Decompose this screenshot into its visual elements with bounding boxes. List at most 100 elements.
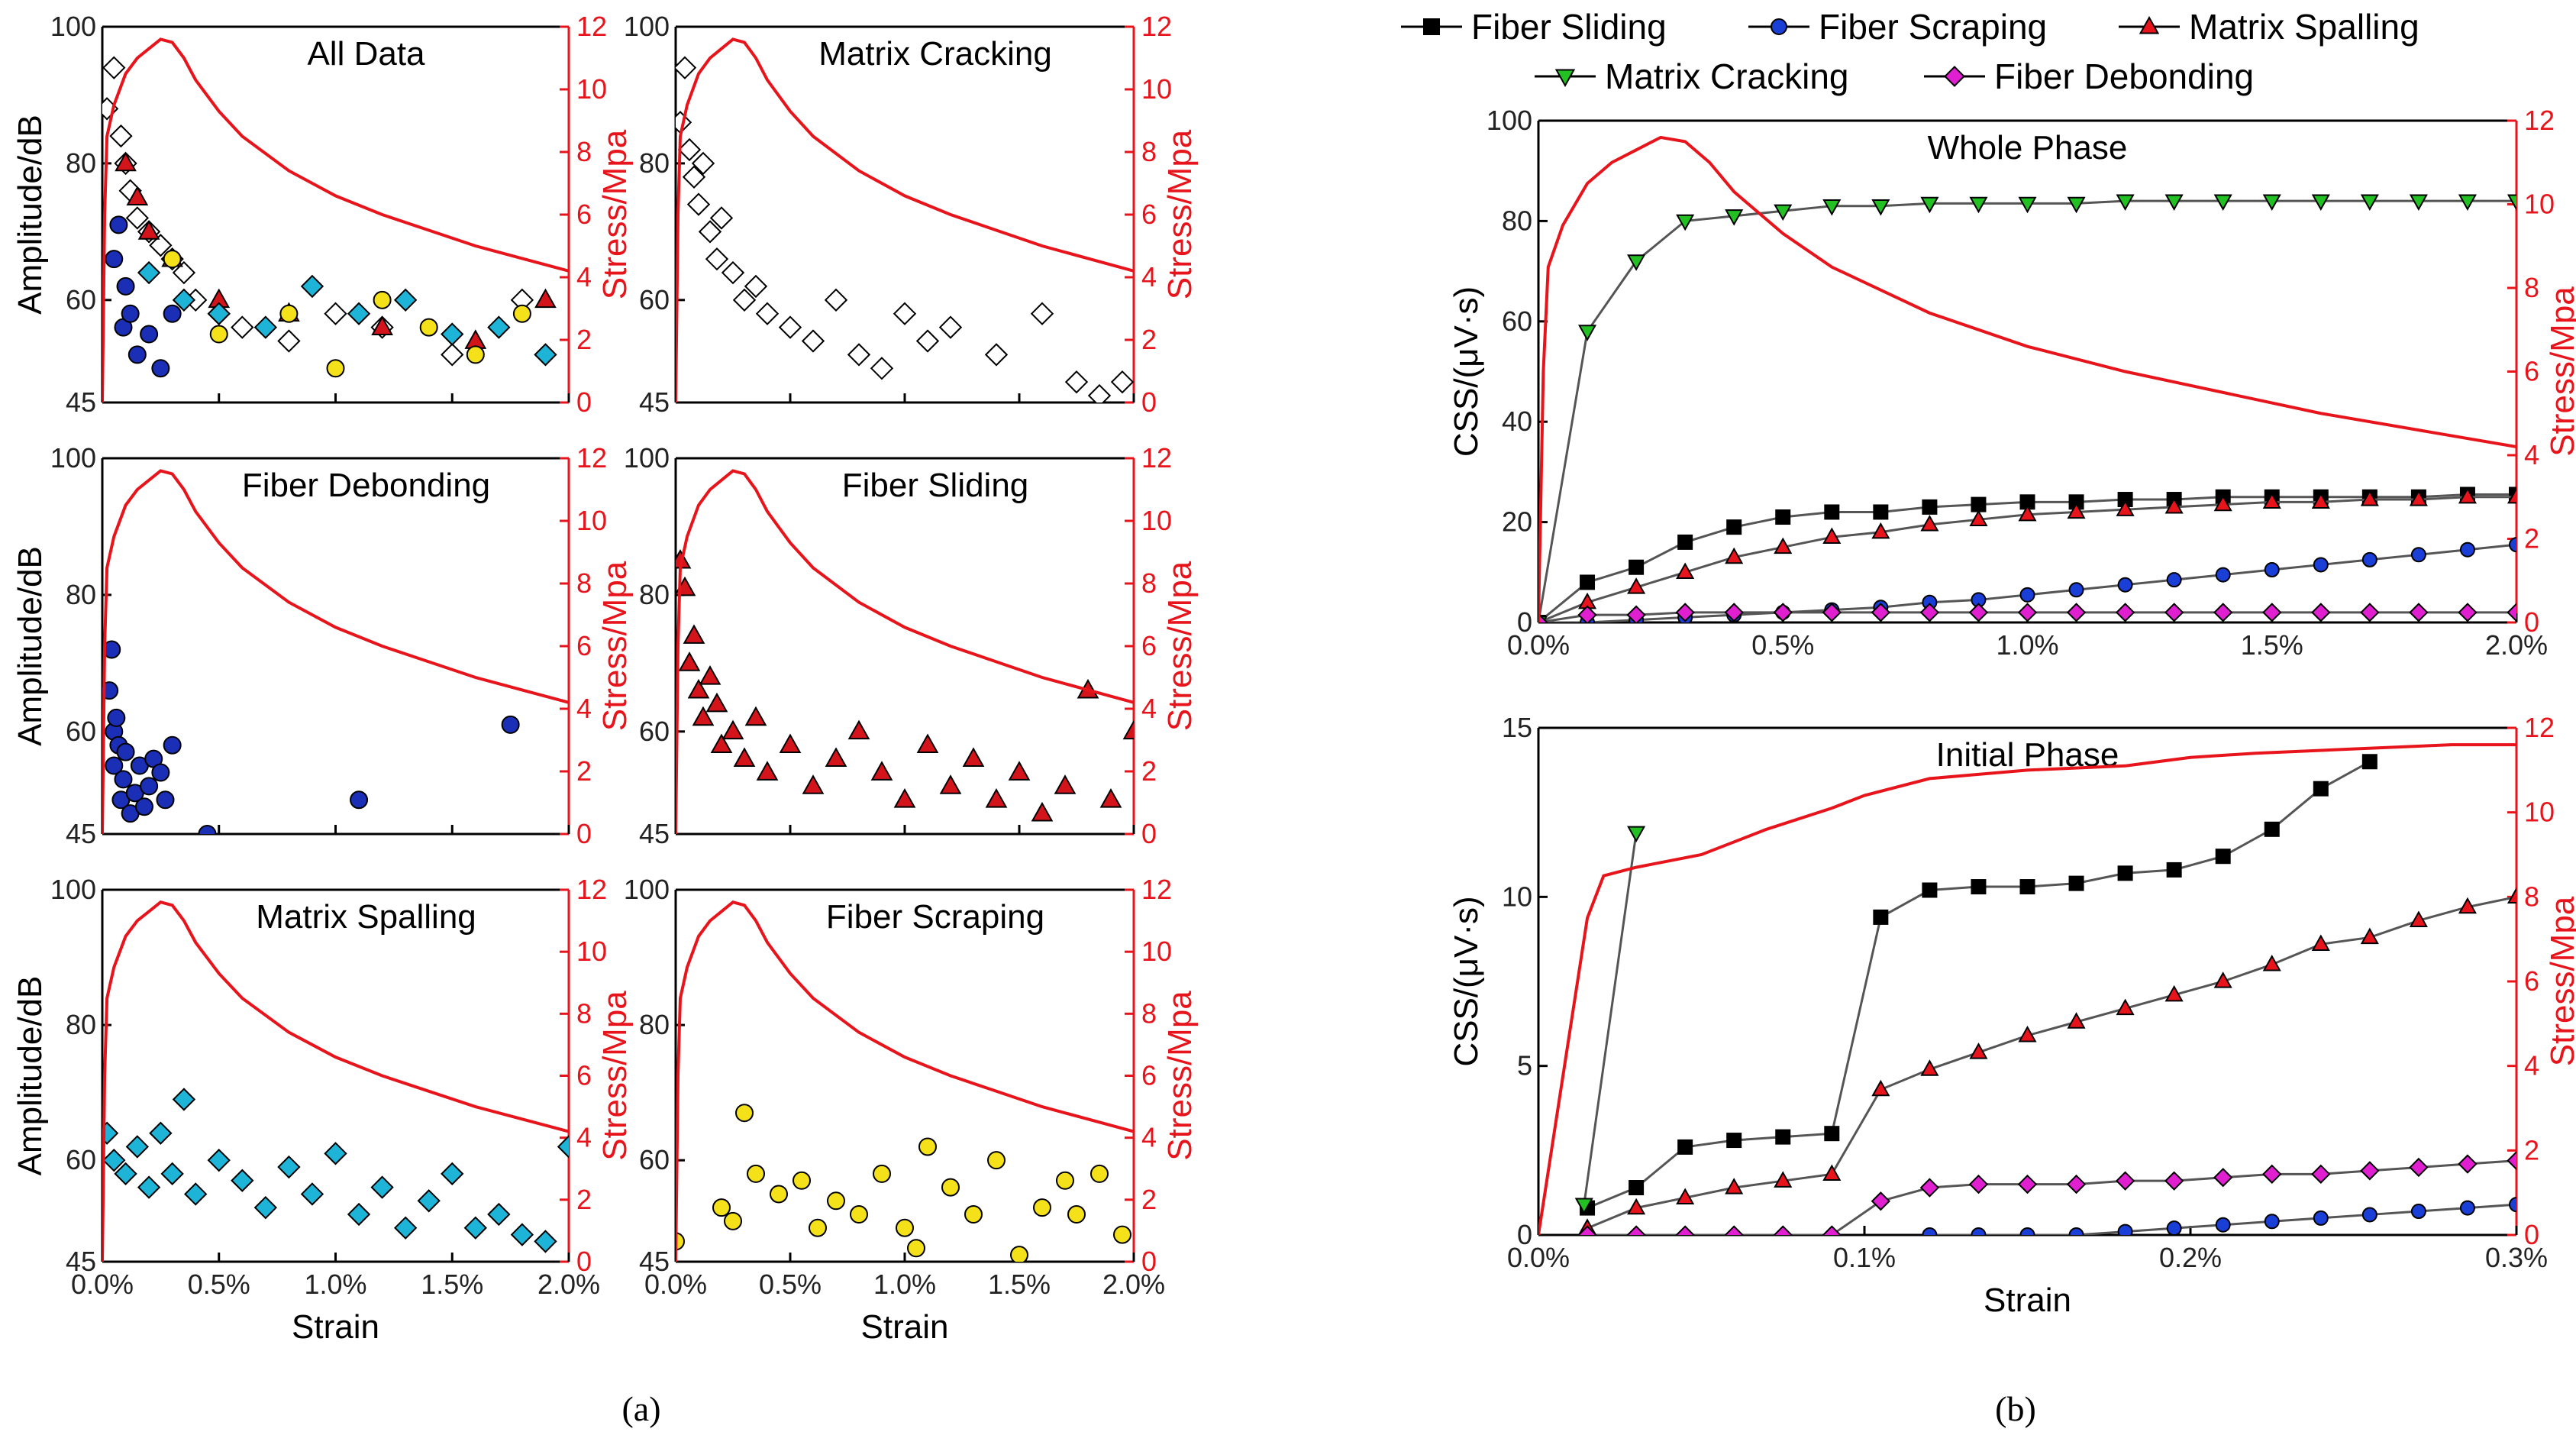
panel-title: Matrix Spalling <box>256 898 476 936</box>
data-point <box>825 747 847 767</box>
data-point <box>1087 383 1112 402</box>
legend-label: Fiber Sliding <box>1471 7 1667 47</box>
data-point <box>747 1164 765 1183</box>
data-point <box>1110 370 1134 394</box>
data-point <box>510 1223 534 1246</box>
legend-label: Fiber Scraping <box>1819 7 2047 47</box>
data-point <box>2313 1210 2329 1226</box>
y2-tick-label: 12 <box>1141 11 1172 42</box>
x-tick-label: 2.0% <box>537 1269 600 1300</box>
data-point <box>907 1239 925 1258</box>
data-point <box>1969 196 1988 214</box>
data-point <box>2458 603 2478 622</box>
data-point <box>2066 603 2087 622</box>
y2-tick-label: 6 <box>576 199 592 230</box>
data-point <box>705 247 729 271</box>
data-point <box>557 1135 569 1159</box>
data-point <box>1774 1171 1793 1188</box>
data-point <box>2166 862 2182 878</box>
legend-marker <box>1554 69 1576 88</box>
data-point <box>1629 559 1645 575</box>
data-point <box>1577 605 1597 622</box>
data-point <box>116 276 135 296</box>
data-point <box>1871 1079 1890 1097</box>
data-point <box>1724 603 1744 622</box>
y2-tick-label: 0 <box>1141 386 1157 418</box>
y-tick-label: 45 <box>66 818 96 849</box>
y2-tick-label: 0 <box>576 386 592 418</box>
data-point <box>1627 826 1646 843</box>
data-point <box>114 1162 137 1186</box>
data-point <box>1871 603 1891 622</box>
data-point <box>893 788 916 808</box>
data-point <box>1064 370 1089 394</box>
data-point <box>1099 788 1122 808</box>
data-point <box>2018 504 2037 522</box>
y2-tick-label: 8 <box>1141 136 1157 167</box>
data-point <box>683 624 705 644</box>
data-point <box>137 260 161 285</box>
data-point <box>172 260 196 285</box>
data-point <box>2409 194 2428 211</box>
stress-curve <box>1538 135 2516 622</box>
data-point <box>1922 1227 1938 1235</box>
data-point <box>1822 1164 1842 1181</box>
y2-tick-label: 4 <box>576 1122 592 1153</box>
data-point <box>417 1189 441 1213</box>
data-point <box>1871 1191 1891 1211</box>
data-point <box>2264 1214 2280 1230</box>
data-point <box>2507 487 2516 504</box>
data-point <box>870 761 893 781</box>
data-point <box>156 790 175 810</box>
data-point <box>1677 1139 1693 1155</box>
data-point <box>137 1175 161 1199</box>
data-point <box>699 665 721 685</box>
y2-tick-label: 12 <box>576 442 607 474</box>
data-point <box>1726 519 1742 535</box>
data-point <box>692 706 715 726</box>
y-tick-label: 15 <box>1502 712 1532 743</box>
data-point <box>2313 557 2329 573</box>
x-tick-label: 0.3% <box>2485 1242 2548 1273</box>
data-point <box>1627 254 1646 271</box>
data-point <box>2507 194 2516 211</box>
data-point <box>2019 1227 2035 1235</box>
y-tick-label: 45 <box>639 386 670 418</box>
data-point <box>2262 194 2281 211</box>
y2-tick-label: 4 <box>1141 693 1157 724</box>
data-point <box>2117 865 2133 881</box>
y-tick-label: 100 <box>1487 105 1532 136</box>
data-point <box>676 1232 685 1251</box>
y2-tick-label: 12 <box>576 11 607 42</box>
data-point <box>2459 1200 2475 1216</box>
data-point <box>896 1218 914 1237</box>
data-point <box>2311 934 2330 951</box>
data-point <box>1676 562 1695 579</box>
data-point <box>105 250 124 269</box>
data-point <box>2116 499 2135 516</box>
data-point <box>1824 504 1840 520</box>
y2-tick-label: 4 <box>1141 1122 1157 1153</box>
data-point <box>1873 504 1889 520</box>
data-point <box>1580 574 1596 590</box>
data-point <box>1971 496 1987 512</box>
data-point <box>253 315 278 339</box>
y2-tick-label: 2 <box>2524 523 2539 554</box>
y-axis-label: CSS/(μV·s) <box>1448 286 1485 457</box>
y2-tick-label: 2 <box>1141 1184 1157 1215</box>
data-point <box>231 1169 254 1192</box>
data-point <box>677 137 702 162</box>
y-tick-label: 5 <box>1517 1050 1532 1081</box>
y2-tick-label: 0 <box>1141 818 1157 849</box>
data-point <box>231 315 254 339</box>
data-point <box>687 678 710 699</box>
data-point <box>2262 955 2281 971</box>
y2-axis-label: Stress/Mpa <box>2544 896 2576 1066</box>
data-point <box>870 357 894 380</box>
data-point <box>115 151 137 172</box>
data-point <box>709 206 734 230</box>
y2-tick-label: 12 <box>2524 105 2555 136</box>
y2-tick-label: 4 <box>1141 261 1157 293</box>
data-point <box>2067 196 2086 214</box>
y2-tick-label: 8 <box>576 567 592 599</box>
